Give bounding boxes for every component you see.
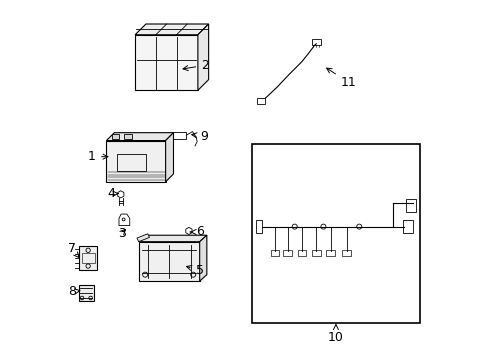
Polygon shape (106, 140, 165, 182)
Polygon shape (199, 235, 206, 281)
Text: 9: 9 (191, 130, 208, 143)
Bar (79, 285, 94, 301)
Polygon shape (165, 133, 173, 182)
Text: 11: 11 (326, 68, 356, 89)
Bar (311, 250, 320, 256)
Bar (402, 220, 412, 233)
Text: 3: 3 (118, 226, 125, 239)
Bar (342, 250, 350, 256)
Bar (79, 246, 97, 270)
Polygon shape (139, 235, 206, 242)
Text: 10: 10 (327, 324, 343, 344)
Polygon shape (135, 35, 198, 90)
Polygon shape (135, 24, 208, 35)
Text: 2: 2 (183, 59, 208, 72)
Bar (270, 250, 279, 256)
Bar (405, 199, 415, 212)
Text: 5: 5 (186, 264, 203, 277)
Polygon shape (139, 242, 199, 281)
Bar (257, 98, 264, 104)
Text: 7: 7 (67, 242, 79, 257)
Bar (81, 253, 94, 263)
Text: 1: 1 (88, 150, 108, 163)
Bar (112, 134, 119, 139)
Bar (251, 144, 419, 323)
Bar (124, 134, 131, 139)
Bar (325, 250, 334, 256)
Bar (297, 250, 305, 256)
Text: 4: 4 (107, 187, 118, 200)
Polygon shape (106, 133, 173, 140)
Bar (117, 154, 145, 171)
Bar (311, 39, 321, 45)
Polygon shape (198, 24, 208, 90)
Polygon shape (137, 234, 149, 242)
Bar (283, 250, 291, 256)
Bar (255, 220, 262, 233)
Text: 6: 6 (190, 225, 203, 238)
Text: 8: 8 (67, 285, 80, 298)
Bar (173, 132, 186, 139)
